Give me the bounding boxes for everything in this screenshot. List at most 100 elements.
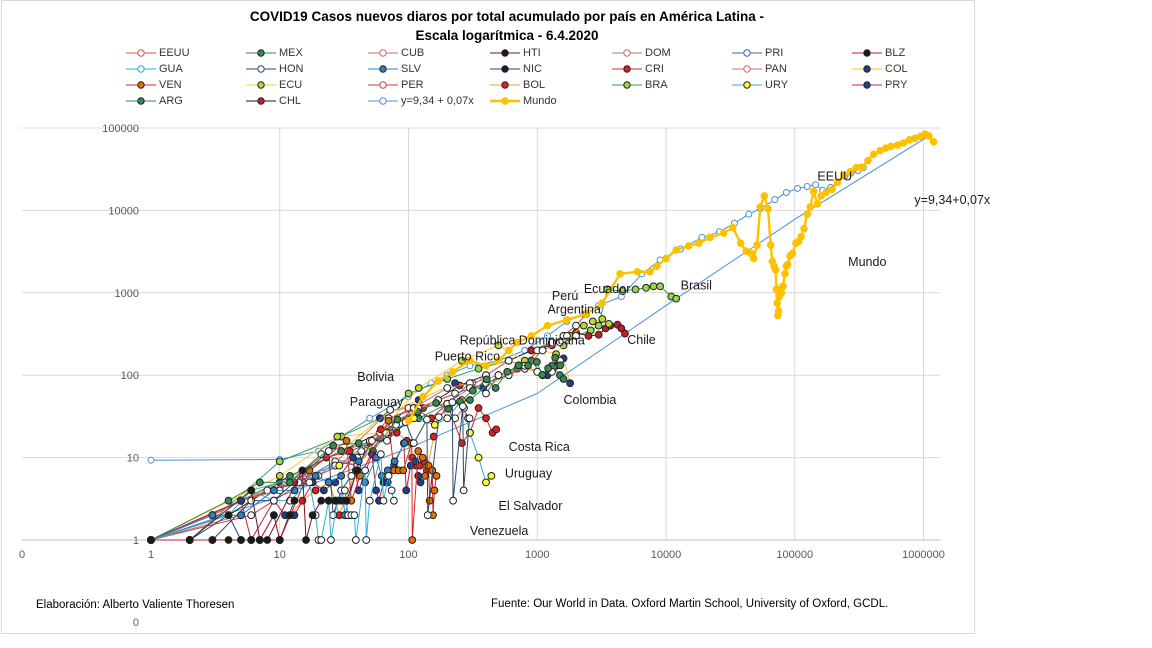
legend-swatch: [246, 97, 276, 105]
data-point: [466, 428, 474, 437]
data-point: [582, 310, 591, 318]
data-point: [449, 496, 457, 505]
data-point: [409, 439, 418, 447]
data-point: [803, 183, 811, 191]
data-point: [584, 331, 593, 340]
data-point: [594, 330, 603, 339]
data-point: [788, 249, 797, 258]
annotation-label: Ecuador: [584, 282, 631, 296]
data-point: [224, 511, 233, 520]
data-point: [354, 457, 363, 466]
annotation-label: República Dominicana: [460, 334, 585, 348]
legend-label: SLV: [401, 63, 421, 75]
data-point: [618, 287, 627, 295]
data-point: [305, 478, 314, 487]
data-point: [393, 415, 402, 424]
legend-swatch: [732, 65, 762, 73]
x-tick-label: 100000: [776, 549, 813, 561]
data-point: [749, 254, 758, 263]
legend-label: PAN: [765, 63, 787, 75]
data-point: [482, 478, 490, 487]
data-point: [340, 486, 349, 495]
data-point: [418, 453, 427, 462]
data-point: [298, 466, 307, 475]
data-point: [642, 283, 650, 292]
data-point: [800, 224, 808, 233]
data-point: [430, 486, 439, 495]
legend-label: PRY: [885, 79, 908, 91]
data-point: [474, 404, 483, 412]
data-point: [556, 338, 564, 347]
data-point: [379, 496, 388, 505]
legend-swatch: [490, 49, 520, 57]
data-point: [466, 396, 474, 404]
legend-swatch: [126, 65, 156, 73]
series-mundo: [404, 130, 938, 425]
data-point: [451, 414, 459, 423]
data-point: [302, 536, 310, 544]
legend-swatch: [126, 97, 156, 105]
legend-label: HTI: [523, 47, 541, 59]
data-point: [384, 471, 393, 480]
data-point: [275, 536, 284, 544]
data-point: [354, 439, 363, 447]
data-point: [404, 389, 413, 398]
data-point: [869, 150, 878, 159]
data-point: [423, 511, 432, 520]
data-point: [543, 332, 551, 340]
legend-swatch: [126, 81, 156, 89]
legend-label: BOL: [523, 79, 546, 91]
data-point: [208, 511, 217, 520]
data-point: [308, 511, 317, 520]
data-point: [566, 379, 575, 388]
data-point: [185, 536, 194, 544]
data-point: [706, 233, 714, 242]
legend-swatch: [368, 81, 398, 89]
data-point: [324, 478, 333, 487]
data-point: [357, 447, 366, 455]
legend-label: y=9,34 + 0,07x: [401, 95, 474, 107]
data-point: [335, 461, 344, 470]
annotation-label: Puerto Rico: [435, 350, 500, 364]
data-point: [598, 315, 607, 323]
data-point: [684, 242, 693, 250]
data-point: [766, 241, 775, 249]
data-point: [887, 142, 895, 151]
annotation-label: Argentina: [547, 303, 601, 317]
data-point: [419, 392, 427, 401]
legend-label: BLZ: [885, 47, 906, 59]
chart-legend: EEUU MEX CUB HTI DOM PRI BLZ GUA HON SLV NIC CRI PAN…: [125, 46, 945, 112]
legend-label: CRI: [645, 63, 664, 75]
legend-label: HON: [279, 63, 304, 75]
data-point: [753, 241, 761, 249]
annotation-label: Mundo: [848, 255, 886, 269]
data-point: [402, 486, 411, 495]
data-point: [774, 307, 783, 315]
annotation-label: Costa Rica: [509, 440, 570, 454]
data-point: [432, 399, 441, 407]
annotation-label: Venezuela: [470, 524, 528, 538]
series-mex: [147, 353, 565, 544]
data-point: [544, 364, 553, 373]
data-point: [423, 415, 431, 424]
legend-swatch: [246, 81, 276, 89]
data-point: [353, 466, 362, 475]
data-point: [617, 324, 626, 333]
data-point: [434, 413, 443, 422]
data-point: [482, 414, 490, 423]
legend-swatch: [612, 65, 642, 73]
data-point: [466, 356, 474, 365]
data-point: [563, 316, 571, 324]
legend-label: VEN: [159, 79, 182, 91]
data-point: [247, 511, 256, 520]
data-point: [604, 319, 613, 328]
data-point: [329, 441, 338, 450]
data-point: [833, 178, 842, 186]
data-point: [494, 371, 503, 380]
legend-swatch: [246, 65, 276, 73]
legend-label: ARG: [159, 95, 183, 107]
chart-area: [1, 0, 975, 634]
data-point: [598, 299, 607, 307]
data-point: [631, 285, 640, 294]
data-point: [451, 389, 459, 398]
